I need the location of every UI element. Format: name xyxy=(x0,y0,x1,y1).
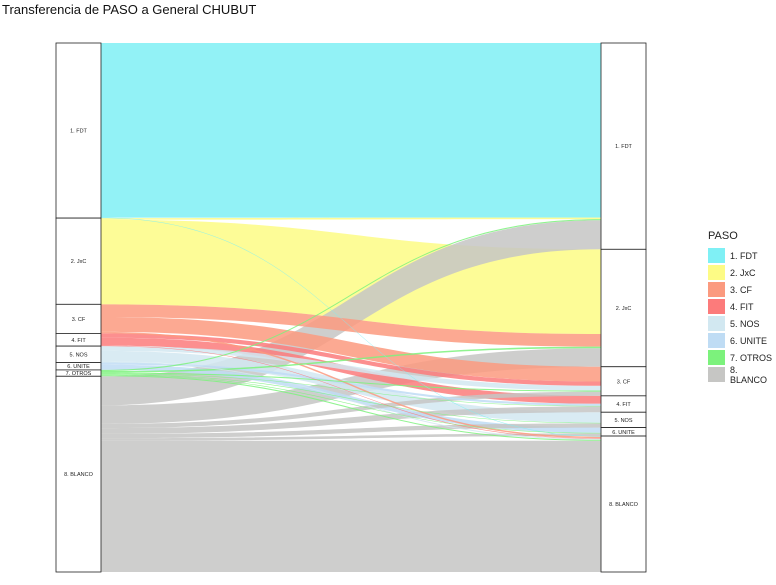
left-node-label-7-otros: 7. OTROS xyxy=(66,371,92,377)
legend-item-3-cf: 3. CF xyxy=(708,281,776,298)
flow-8-blanco-to-6-unite xyxy=(101,433,601,441)
legend-swatch xyxy=(708,350,725,365)
legend-swatch xyxy=(708,333,725,348)
legend-item-6-unite: 6. UNITE xyxy=(708,332,776,349)
flow-7-otros-to-5-nos xyxy=(101,374,601,424)
right-node-3-cf xyxy=(600,366,647,397)
right-node-label-5-nos: 5. NOS xyxy=(614,418,632,424)
flow-8-blanco-to-3-cf xyxy=(101,391,601,429)
left-node-label-8-blanco: 8. BLANCO xyxy=(64,472,93,478)
right-node-1-fdt xyxy=(600,42,647,250)
left-node-label-3-cf: 3. CF xyxy=(72,317,86,323)
right-node-label-3-cf: 3. CF xyxy=(617,379,631,385)
right-node-2-jxc xyxy=(600,248,647,368)
right-node-8-blanco xyxy=(600,435,647,573)
legend-label: 2. JxC xyxy=(730,267,756,278)
right-node-label-2-jxc: 2. JxC xyxy=(616,306,632,312)
flow-layer xyxy=(101,43,601,572)
left-node-label-4-fit: 4. FIT xyxy=(71,338,86,344)
legend-label: 6. UNITE xyxy=(730,335,768,346)
left-node-label-2-jxc: 2. JxC xyxy=(71,259,87,265)
flow-7-otros-to-3-cf xyxy=(101,372,601,392)
right-node-label-8-blanco: 8. BLANCO xyxy=(609,502,638,508)
left-node-8-blanco xyxy=(55,375,102,573)
flow-7-otros-to-6-unite xyxy=(101,374,601,434)
left-node-1-fdt xyxy=(55,42,102,219)
flow-8-blanco-to-8-blanco xyxy=(101,440,601,572)
flow-5-nos-to-3-cf xyxy=(101,346,601,391)
legend-label: 7. OTROS xyxy=(730,352,773,363)
legend-label: 4. FIT xyxy=(730,301,754,312)
legend-swatch xyxy=(708,316,725,331)
right-node-label-6-unite: 6. UNITE xyxy=(612,430,635,436)
right-node-label-1-fdt: 1. FDT xyxy=(615,144,632,150)
left-node-label-6-unite: 6. UNITE xyxy=(67,364,90,370)
legend-swatch xyxy=(708,367,725,382)
flow-3-cf-to-2-jxc xyxy=(101,304,601,347)
flow-1-fdt-to-8-blanco xyxy=(101,217,601,437)
flow-7-otros-to-2-jxc xyxy=(101,346,601,373)
left-node-3-cf xyxy=(55,303,102,334)
legend-items: 1. FDT 2. JxC 3. CF 4. FIT 5. NOS 6. UNITE 7. … xyxy=(708,247,776,385)
legend-item-4-fit: 4. FIT xyxy=(708,298,776,315)
legend-label: 3. CF xyxy=(730,284,753,295)
flow-7-otros-to-4-fit xyxy=(101,373,601,407)
left-node-label-1-fdt: 1. FDT xyxy=(70,129,87,135)
flow-8-blanco-to-1-fdt xyxy=(101,220,601,406)
legend-item-7-otros: 7. OTROS xyxy=(708,349,776,366)
flow-5-nos-to-5-nos xyxy=(101,350,601,423)
flow-7-otros-to-1-fdt xyxy=(101,219,601,371)
flow-4-fit-to-8-blanco xyxy=(101,345,601,439)
legend-item-5-nos: 5. NOS xyxy=(708,315,776,332)
legend-label: 1. FDT xyxy=(730,250,758,261)
legend-label: 8. BLANCO xyxy=(730,364,768,385)
flow-7-otros-to-8-blanco xyxy=(101,375,601,441)
legend-item-8-blanco: 8. BLANCO xyxy=(708,364,776,385)
legend: PASO 1. FDT 2. JxC 3. CF 4. FIT 5. NOS 6. UNI… xyxy=(708,230,776,385)
legend-swatch xyxy=(708,299,725,314)
flow-3-cf-to-8-blanco xyxy=(101,331,601,439)
legend-swatch xyxy=(708,265,725,280)
legend-item-2-jxc: 2. JxC xyxy=(708,264,776,281)
right-node-label-4-fit: 4. FIT xyxy=(616,402,631,408)
flow-1-fdt-to-1-fdt xyxy=(101,43,601,218)
legend-swatch xyxy=(708,248,725,263)
flow-3-cf-to-3-cf xyxy=(101,317,601,382)
legend-label: 5. NOS xyxy=(730,318,760,329)
left-node-label-5-nos: 5. NOS xyxy=(69,352,87,358)
legend-swatch xyxy=(708,282,725,297)
flow-4-fit-to-4-fit xyxy=(101,337,601,404)
flow-2-jxc-to-1-fdt xyxy=(101,217,601,220)
flow-5-nos-to-8-blanco xyxy=(101,361,601,440)
chart-title: Transferencia de PASO a General CHUBUT xyxy=(2,2,257,17)
legend-item-1-fdt: 1. FDT xyxy=(708,247,776,264)
legend-title: PASO xyxy=(708,230,738,242)
